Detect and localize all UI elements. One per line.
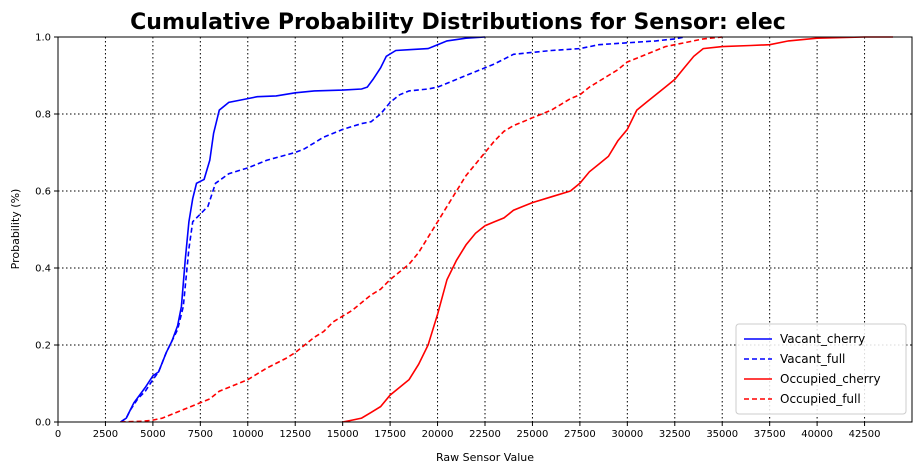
series-line-vacant-cherry xyxy=(120,36,486,422)
y-tick-label: 0.2 xyxy=(35,341,51,352)
x-axis-label: Raw Sensor Value xyxy=(436,451,534,464)
x-tick-label: 5000 xyxy=(140,429,165,440)
series-line-vacant-full xyxy=(120,36,685,422)
y-tick-label: 0.8 xyxy=(35,110,51,121)
x-tick-label: 37500 xyxy=(754,429,786,440)
legend-box xyxy=(735,323,907,415)
series-line-occupied-full xyxy=(120,36,723,422)
y-axis: 0.0 0.2 0.4 0.6 0.8 1.0 xyxy=(35,33,58,429)
chart-title: Cumulative Probability Distributions for… xyxy=(130,10,786,35)
x-tick-label: 40000 xyxy=(801,429,833,440)
grid-layer xyxy=(57,36,912,423)
y-tick-label: 0.0 xyxy=(35,418,51,429)
x-tick-label: 22500 xyxy=(469,429,501,440)
legend: Vacant_cherry Vacant_full Occupied_cherry O… xyxy=(735,323,907,415)
x-tick-label: 12500 xyxy=(279,429,311,440)
x-tick-label: 35000 xyxy=(706,429,738,440)
series-line-occupied-cherry xyxy=(342,36,893,422)
x-tick-label: 0 xyxy=(55,429,61,440)
legend-label: Occupied_full xyxy=(780,392,861,406)
y-tick-label: 0.6 xyxy=(35,187,51,198)
x-tick-label: 25000 xyxy=(517,429,549,440)
plot-area xyxy=(120,36,893,422)
x-axis: 0 2500 5000 7500 10000 12500 15000 17500 20000 22… xyxy=(55,422,881,440)
x-tick-label: 2500 xyxy=(93,429,118,440)
x-tick-label: 20000 xyxy=(422,429,454,440)
legend-label: Vacant_cherry xyxy=(780,332,865,346)
x-tick-label: 42500 xyxy=(849,429,881,440)
x-tick-label: 7500 xyxy=(188,429,213,440)
y-tick-label: 0.4 xyxy=(35,264,51,275)
y-tick-label: 1.0 xyxy=(35,33,51,44)
y-axis-label: Probability (%) xyxy=(9,189,22,270)
x-tick-label: 30000 xyxy=(611,429,643,440)
x-tick-label: 32500 xyxy=(659,429,691,440)
x-tick-label: 27500 xyxy=(564,429,596,440)
x-tick-label: 17500 xyxy=(374,429,406,440)
x-tick-label: 15000 xyxy=(327,429,359,440)
legend-label: Occupied_cherry xyxy=(780,372,881,386)
legend-label: Vacant_full xyxy=(780,352,845,366)
x-tick-label: 10000 xyxy=(232,429,264,440)
